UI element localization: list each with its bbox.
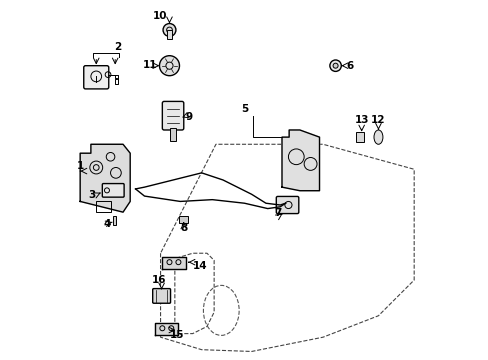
Text: 11: 11	[142, 60, 157, 69]
Circle shape	[329, 60, 341, 71]
Polygon shape	[155, 323, 178, 336]
FancyBboxPatch shape	[276, 197, 298, 213]
Text: 9: 9	[185, 112, 192, 122]
Text: 16: 16	[151, 275, 166, 285]
Circle shape	[159, 56, 179, 76]
Text: 1: 1	[77, 161, 84, 171]
Bar	[179, 216, 188, 223]
Text: 13: 13	[354, 114, 368, 125]
Circle shape	[332, 63, 337, 68]
Text: 3: 3	[88, 190, 95, 200]
Text: 5: 5	[241, 104, 247, 114]
Bar	[170, 128, 176, 141]
Bar	[96, 202, 110, 212]
Text: 15: 15	[169, 330, 183, 341]
Bar	[113, 216, 116, 225]
FancyBboxPatch shape	[152, 289, 170, 303]
Text: 2: 2	[114, 42, 121, 52]
Text: 14: 14	[192, 261, 207, 271]
Circle shape	[163, 23, 176, 36]
Bar	[166, 30, 172, 39]
Polygon shape	[282, 130, 319, 191]
Polygon shape	[162, 257, 185, 269]
Bar	[356, 132, 364, 143]
Text: 6: 6	[346, 62, 353, 71]
Text: 7: 7	[274, 208, 282, 218]
FancyBboxPatch shape	[162, 102, 183, 130]
FancyBboxPatch shape	[83, 66, 108, 89]
Ellipse shape	[373, 130, 382, 144]
Polygon shape	[80, 144, 130, 212]
Text: 4: 4	[103, 219, 110, 229]
FancyBboxPatch shape	[102, 184, 124, 197]
Text: 8: 8	[180, 223, 187, 233]
Text: 12: 12	[370, 114, 385, 125]
Text: 10: 10	[153, 11, 167, 21]
